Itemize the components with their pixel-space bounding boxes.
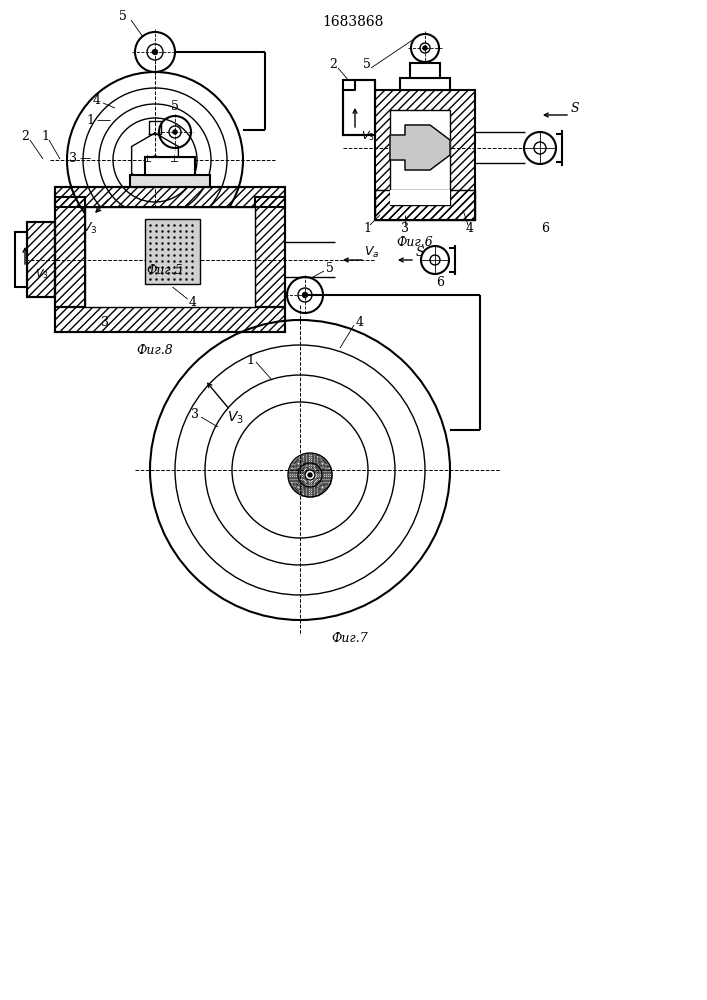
Text: 5: 5 <box>326 261 334 274</box>
Text: 3: 3 <box>69 151 77 164</box>
Bar <box>343 80 375 135</box>
Text: 5: 5 <box>119 10 127 23</box>
Circle shape <box>308 473 312 477</box>
Text: S: S <box>416 245 424 258</box>
Text: 4: 4 <box>466 222 474 234</box>
Bar <box>85 207 255 307</box>
Text: $V_a$: $V_a$ <box>364 244 380 260</box>
Text: 5: 5 <box>171 101 179 113</box>
Text: Фиг.8: Фиг.8 <box>136 344 173 357</box>
Text: $V_3$: $V_3$ <box>82 220 98 236</box>
Text: 4: 4 <box>356 316 364 328</box>
Text: 5: 5 <box>363 58 371 72</box>
Bar <box>27 222 55 297</box>
Text: ⊥: ⊥ <box>144 154 153 163</box>
Bar <box>55 197 85 307</box>
Circle shape <box>423 46 427 50</box>
Text: 6: 6 <box>436 275 444 288</box>
Text: 4: 4 <box>93 94 101 106</box>
Text: 2: 2 <box>329 58 337 72</box>
Text: 6: 6 <box>541 222 549 234</box>
Text: $V_3$: $V_3$ <box>35 267 49 281</box>
Bar <box>145 219 200 284</box>
Bar <box>390 110 450 205</box>
Circle shape <box>173 130 177 134</box>
Bar <box>15 232 27 287</box>
Text: ⊥: ⊥ <box>170 154 180 163</box>
Text: 1683868: 1683868 <box>322 15 384 29</box>
Polygon shape <box>390 125 450 170</box>
Text: 1: 1 <box>41 130 49 143</box>
Text: 3: 3 <box>401 222 409 234</box>
Text: 3: 3 <box>191 408 199 422</box>
Bar <box>55 307 285 332</box>
Bar <box>375 190 475 220</box>
Text: 1: 1 <box>246 354 254 366</box>
Bar <box>145 157 195 175</box>
Bar <box>375 90 475 220</box>
Bar <box>55 187 285 207</box>
Bar <box>410 63 440 78</box>
Text: 1: 1 <box>363 222 371 234</box>
Bar <box>255 197 285 307</box>
Circle shape <box>303 292 308 298</box>
Bar <box>55 187 285 332</box>
Text: S: S <box>571 102 579 114</box>
Text: 4: 4 <box>189 296 197 308</box>
Bar <box>400 78 450 90</box>
Text: 2: 2 <box>21 130 29 143</box>
Bar <box>130 175 210 187</box>
Text: $V_3$: $V_3$ <box>361 129 375 143</box>
Text: Фиг.5: Фиг.5 <box>146 263 183 276</box>
Bar <box>390 190 450 205</box>
Text: 3: 3 <box>101 316 109 328</box>
Text: Фиг.7: Фиг.7 <box>332 632 368 645</box>
Text: 1: 1 <box>86 113 94 126</box>
Circle shape <box>153 158 156 161</box>
Bar <box>27 222 55 297</box>
Text: $V_3$: $V_3$ <box>226 410 243 426</box>
Text: Фиг.6: Фиг.6 <box>397 235 433 248</box>
Circle shape <box>153 49 158 54</box>
